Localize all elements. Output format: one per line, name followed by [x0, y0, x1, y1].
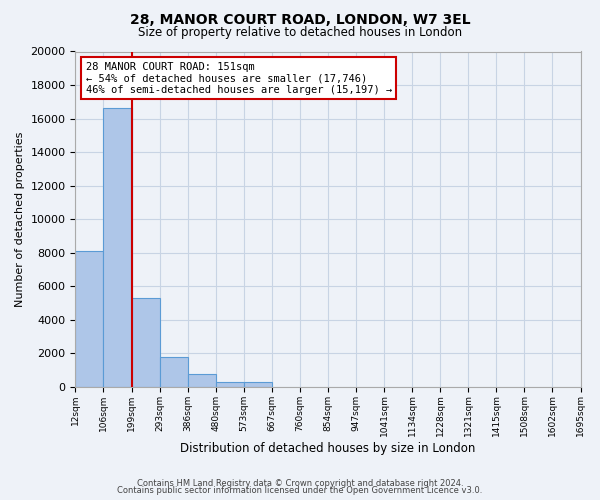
X-axis label: Distribution of detached houses by size in London: Distribution of detached houses by size … [180, 442, 476, 455]
Text: 28, MANOR COURT ROAD, LONDON, W7 3EL: 28, MANOR COURT ROAD, LONDON, W7 3EL [130, 12, 470, 26]
Bar [188, 374, 216, 386]
Bar [103, 108, 131, 386]
Text: Contains HM Land Registry data © Crown copyright and database right 2024.: Contains HM Land Registry data © Crown c… [137, 478, 463, 488]
Text: 28 MANOR COURT ROAD: 151sqm
← 54% of detached houses are smaller (17,746)
46% of: 28 MANOR COURT ROAD: 151sqm ← 54% of det… [86, 62, 392, 95]
Bar [160, 356, 188, 386]
Bar [244, 382, 272, 386]
Bar [131, 298, 160, 386]
Bar [76, 251, 103, 386]
Text: Size of property relative to detached houses in London: Size of property relative to detached ho… [138, 26, 462, 39]
Bar [216, 382, 244, 386]
Y-axis label: Number of detached properties: Number of detached properties [15, 132, 25, 307]
Text: Contains public sector information licensed under the Open Government Licence v3: Contains public sector information licen… [118, 486, 482, 495]
